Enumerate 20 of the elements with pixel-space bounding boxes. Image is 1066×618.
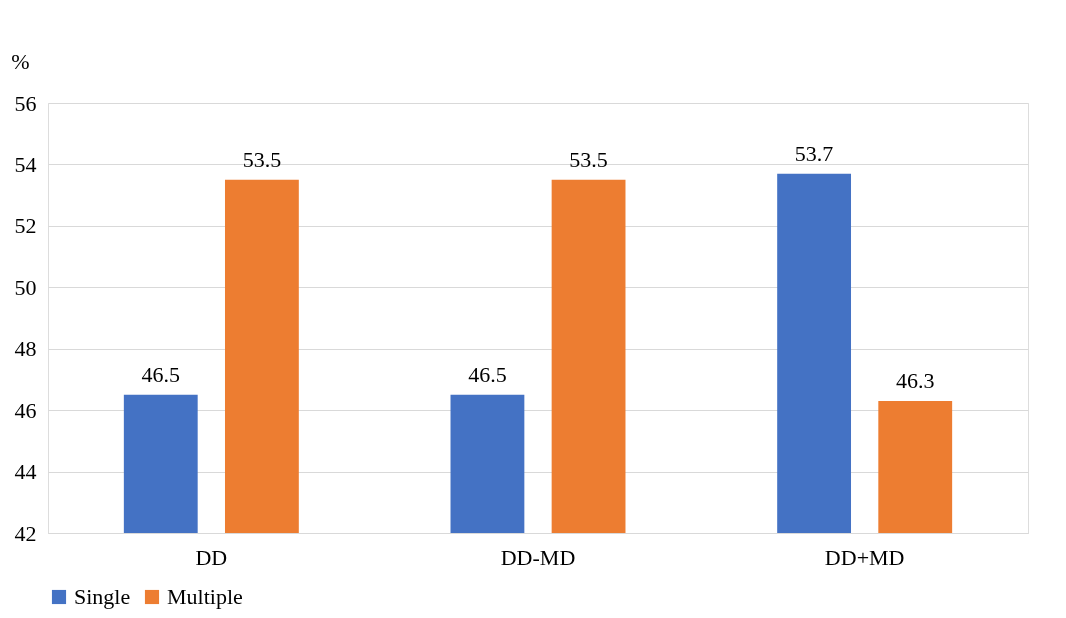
legend-label: Single — [74, 584, 131, 609]
y-tick-label: 50 — [14, 274, 37, 300]
data-label: 46.5 — [468, 361, 507, 387]
data-label: 46.5 — [141, 361, 181, 387]
y-tick-label: 54 — [14, 151, 37, 177]
data-label: 53.5 — [569, 146, 608, 172]
y-tick-label: 46 — [14, 397, 37, 423]
y-tick-label: 42 — [14, 520, 37, 546]
y-tick-label: 56 — [14, 90, 37, 116]
data-label: 53.5 — [242, 146, 282, 172]
y-tick-label: 52 — [14, 213, 37, 239]
y-tick-label: 48 — [14, 336, 37, 362]
data-label: 46.3 — [895, 367, 935, 393]
y-tick-label: 44 — [14, 459, 37, 485]
x-tick-label: DD — [195, 544, 228, 570]
x-tick-label: DD-MD — [500, 544, 576, 570]
data-label: 53.7 — [794, 140, 834, 166]
y-axis-title: % — [11, 48, 30, 74]
x-tick-label: DD+MD — [824, 544, 905, 570]
legend-label: Multiple — [167, 584, 243, 609]
